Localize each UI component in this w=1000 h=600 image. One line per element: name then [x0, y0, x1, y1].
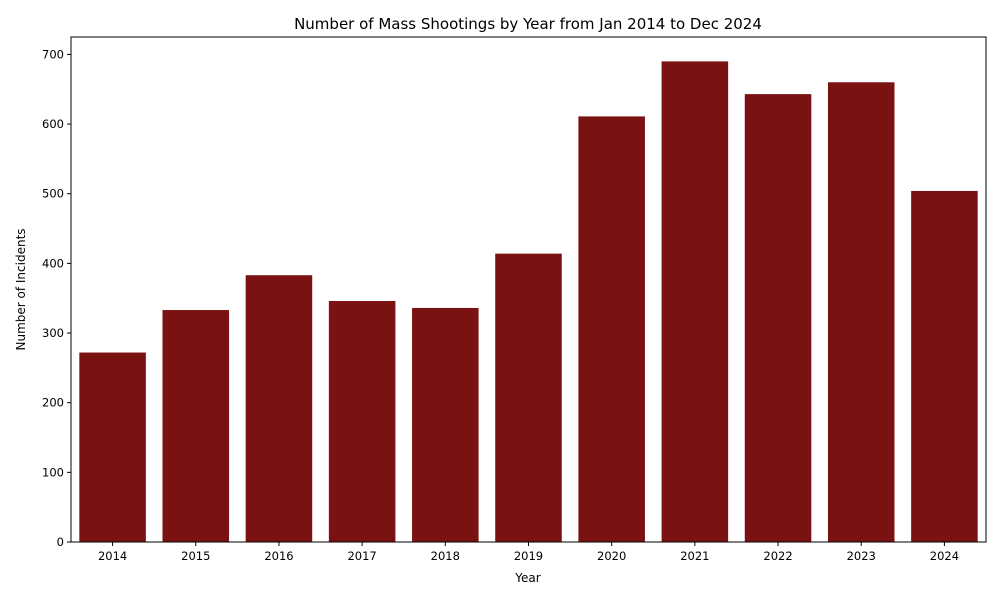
- y-tick-label: 600: [42, 117, 64, 131]
- bars-group: [79, 61, 978, 543]
- x-tick-label: 2014: [98, 549, 127, 563]
- x-tick-label: 2023: [847, 549, 876, 563]
- x-axis-ticks: 2014 2015 2016 2017 2018 2019 2020 2021 2022 2023…: [98, 542, 959, 563]
- y-tick-label: 400: [42, 256, 64, 270]
- y-tick-label: 700: [42, 47, 64, 61]
- bar-2022: [744, 94, 812, 542]
- bar-2019: [495, 253, 562, 543]
- chart-title: Number of Mass Shootings by Year from Ja…: [294, 15, 762, 33]
- bar-2020: [578, 116, 645, 543]
- bar-2018: [412, 307, 479, 542]
- x-tick-label: 2019: [514, 549, 543, 563]
- x-tick-label: 2017: [347, 549, 376, 563]
- bar-2014: [79, 352, 146, 542]
- y-axis-ticks: 0 100 200 300 400 500 600 700: [42, 47, 71, 549]
- bar-2016: [245, 275, 313, 542]
- x-tick-label: 2015: [181, 549, 210, 563]
- bar-2021: [661, 61, 729, 543]
- x-tick-label: 2022: [763, 549, 792, 563]
- plot-frame: [70, 36, 987, 543]
- y-tick-label: 300: [42, 326, 64, 340]
- y-tick-label: 100: [42, 465, 64, 479]
- x-tick-label: 2021: [680, 549, 709, 563]
- bar-2017: [328, 300, 396, 542]
- bar-2024: [911, 190, 978, 542]
- x-tick-label: 2016: [264, 549, 293, 563]
- x-tick-label: 2018: [431, 549, 460, 563]
- y-axis-label: Number of Incidents: [14, 228, 28, 350]
- y-tick-label: 500: [42, 187, 64, 201]
- y-tick-label: 200: [42, 396, 64, 410]
- bar-2023: [827, 82, 895, 542]
- x-tick-label: 2020: [597, 549, 626, 563]
- y-tick-label: 0: [57, 535, 64, 549]
- x-axis-label: Year: [514, 571, 540, 585]
- x-tick-label: 2024: [930, 549, 959, 563]
- bar-2015: [162, 310, 230, 542]
